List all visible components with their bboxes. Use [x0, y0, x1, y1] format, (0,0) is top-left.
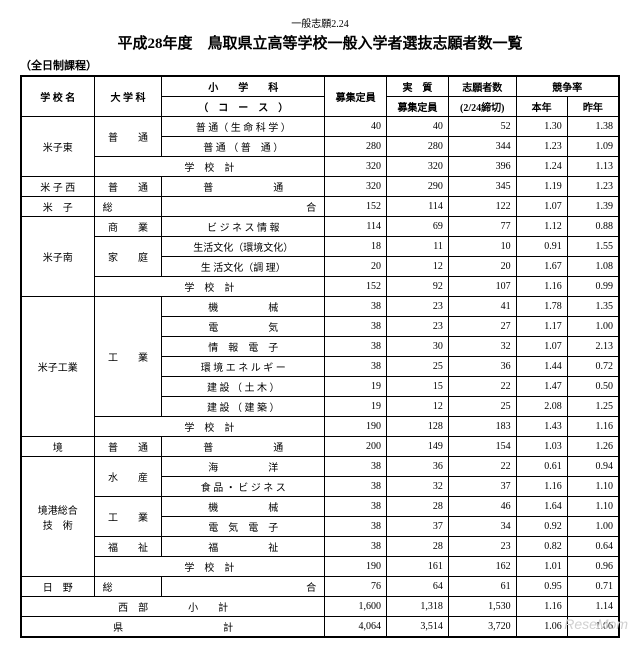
applicant-table: 学 校 名大 学 科小 学 科募集定員実 質志願者数競争率（ コ ー ス ）募集… [20, 75, 620, 638]
page-title: 平成28年度 鳥取県立高等学校一般入学者選抜志願者数一覧 [20, 32, 620, 53]
subtitle: （全日制課程） [20, 57, 620, 73]
header-note: 一般志願2.24 [20, 15, 620, 30]
watermark: ReseMom [564, 616, 628, 632]
